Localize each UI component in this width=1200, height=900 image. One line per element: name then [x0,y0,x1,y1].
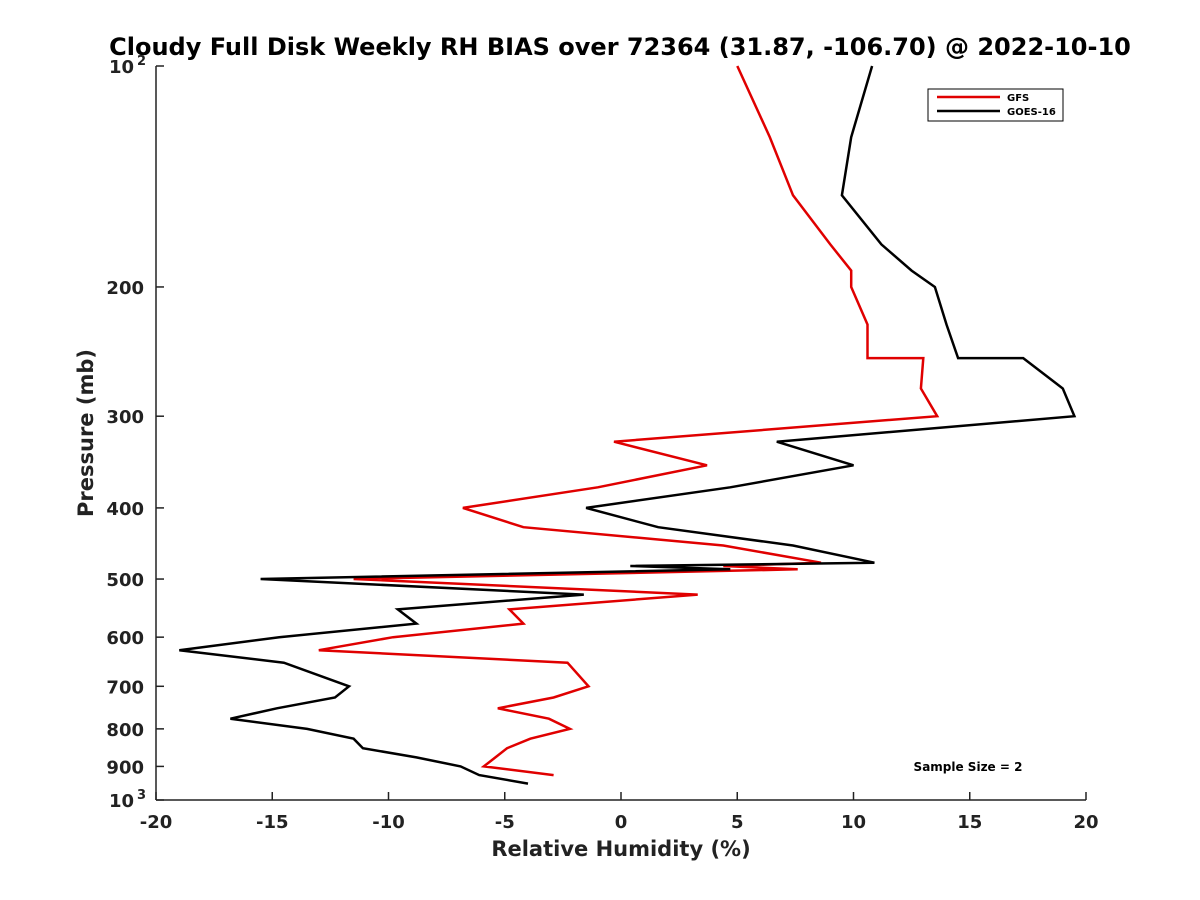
x-tick-label: -15 [256,812,289,833]
series-layer [179,65,1077,785]
y-tick-label: 300 [106,407,144,428]
y-tick-label: 200 [106,278,144,299]
series-line-goes-16 [179,65,1077,785]
sample-size-annotation: Sample Size = 2 [914,760,1023,774]
y-tick-label: 800 [106,720,144,741]
chart-title: Cloudy Full Disk Weekly RH BIAS over 723… [109,33,1131,61]
y-tick-label: 500 [106,570,144,591]
y-tick-exponent: 2 [137,54,146,69]
x-axis-label: Relative Humidity (%) [491,837,750,861]
x-tick-label: 20 [1073,812,1098,833]
x-tick-label: -20 [140,812,173,833]
legend: GFS GOES-16 [927,88,1064,122]
y-tick-label: 400 [106,499,144,520]
y-tick-label: 10 [109,57,134,78]
x-tick-label: -5 [495,812,515,833]
x-tick-label: 15 [957,812,982,833]
legend-label-gfs: GFS [1007,93,1029,104]
x-tick-label: 5 [731,812,744,833]
plot-area [156,66,1086,800]
y-tick-exponent: 3 [137,788,146,803]
y-tick-label: 10 [109,791,134,812]
y-tick-label: 700 [106,677,144,698]
x-ticks: -20 -15 -10 -5 0 5 10 15 20 [140,792,1099,833]
legend-box [927,88,1064,122]
x-tick-label: -10 [372,812,405,833]
x-tick-label: 0 [615,812,628,833]
legend-label-goes-16: GOES-16 [1007,107,1056,118]
y-tick-label: 600 [106,628,144,649]
y-axis-label: Pressure (mb) [74,349,98,517]
y-tick-label: 900 [106,757,144,778]
series-line-gfs [318,65,940,777]
x-tick-label: 10 [841,812,866,833]
